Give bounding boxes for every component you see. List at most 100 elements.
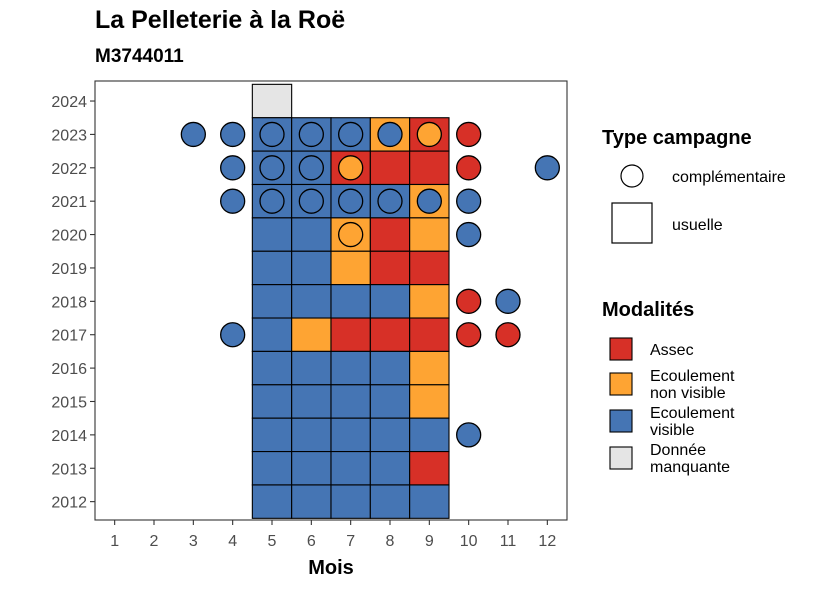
x-tick-label-8: 8 bbox=[386, 533, 395, 550]
point-2023-8-ecoulement-visible bbox=[377, 121, 403, 148]
point-2023-3-ecoulement-visible bbox=[180, 121, 206, 148]
y-axis: 2012 2013 2014 2015 2016 2017 2018 2019 2020 2021… bbox=[51, 94, 95, 512]
tile-2016-6-ecoulement-visible bbox=[291, 350, 332, 386]
legend-label-assec: Assec bbox=[650, 342, 694, 359]
plot-border bbox=[94, 80, 568, 521]
x-tick-label-1: 1 bbox=[110, 533, 119, 550]
tile-2014-7-ecoulement-visible bbox=[330, 417, 371, 453]
y-tick-label-2017: 2017 bbox=[51, 328, 87, 345]
chart-title: La Pelleterie à la Roë bbox=[95, 6, 346, 34]
tile-2018-8-ecoulement-visible bbox=[369, 284, 411, 319]
point-2023-9-ecoulement-non-visible bbox=[416, 121, 442, 148]
tile-2015-6-ecoulement-visible bbox=[291, 384, 332, 419]
tile-2014-8-ecoulement-visible bbox=[369, 417, 411, 453]
x-axis: 1 2 3 4 5 6 7 8 9 10 11 12 bbox=[110, 520, 556, 550]
tile-2016-7-ecoulement-visible bbox=[330, 350, 371, 386]
point-2022-10-assec bbox=[456, 155, 482, 181]
tile-2016-9-ecoulement-non-visible bbox=[409, 350, 450, 386]
tile-2013-7-ecoulement-visible bbox=[330, 451, 371, 486]
legend-title-type: Type campagne bbox=[602, 127, 752, 149]
y-tick-label-2013: 2013 bbox=[51, 461, 87, 478]
point-2018-11-ecoulement-visible bbox=[495, 288, 521, 314]
x-axis-title: Mois bbox=[308, 557, 354, 579]
tile-2012-9-ecoulement-visible bbox=[409, 484, 450, 519]
tile-2022-8-assec bbox=[369, 150, 411, 186]
chart-subtitle: M3744011 bbox=[95, 46, 184, 67]
tile-2012-6-ecoulement-visible bbox=[291, 484, 332, 519]
tile-2019-9-assec bbox=[409, 250, 450, 286]
legend-label-ecoulement-non-visible: Ecoulement non visible bbox=[650, 368, 735, 402]
tile-2016-5-ecoulement-visible bbox=[251, 350, 293, 386]
point-2017-10-assec bbox=[456, 322, 482, 348]
point-2017-11-assec bbox=[495, 322, 521, 348]
point-2023-4-ecoulement-visible bbox=[220, 121, 246, 148]
usuelle-tiles bbox=[251, 83, 450, 519]
tile-2020-9-ecoulement-non-visible bbox=[409, 217, 450, 252]
legend-key-assec bbox=[609, 337, 633, 361]
point-2023-5-ecoulement-visible bbox=[259, 121, 285, 148]
point-2020-10-ecoulement-visible bbox=[456, 221, 482, 248]
tile-2017-5-ecoulement-visible bbox=[251, 317, 293, 352]
tile-2017-8-assec bbox=[369, 317, 411, 352]
x-tick-label-9: 9 bbox=[425, 533, 434, 550]
point-2017-4-ecoulement-visible bbox=[220, 322, 246, 348]
tile-2017-7-assec bbox=[330, 317, 371, 352]
tile-2019-7-ecoulement-non-visible bbox=[330, 250, 371, 286]
y-tick-label-2019: 2019 bbox=[51, 261, 87, 278]
point-2023-7-ecoulement-visible bbox=[338, 121, 364, 148]
x-tick-label-7: 7 bbox=[346, 533, 355, 550]
tile-2020-5-ecoulement-visible bbox=[251, 217, 293, 252]
tile-2015-5-ecoulement-visible bbox=[251, 384, 293, 419]
y-tick-label-2023: 2023 bbox=[51, 127, 87, 144]
legend-label-line: Donnée bbox=[650, 442, 706, 459]
legend-key-donnee-manquante bbox=[609, 446, 633, 470]
y-tick-label-2021: 2021 bbox=[51, 194, 87, 211]
legend-label-line: non visible bbox=[650, 385, 726, 402]
tile-2018-9-ecoulement-non-visible bbox=[409, 284, 450, 319]
legend-key-ecoulement-visible bbox=[609, 409, 633, 433]
y-tick-label-2022: 2022 bbox=[51, 161, 87, 178]
tile-2020-6-ecoulement-visible bbox=[291, 217, 332, 252]
point-2022-6-ecoulement-visible bbox=[298, 155, 324, 181]
legend-label-usuelle: usuelle bbox=[672, 217, 723, 234]
point-2021-4-ecoulement-visible bbox=[220, 188, 246, 214]
y-tick-label-2024: 2024 bbox=[51, 94, 87, 111]
tile-2024-5-donnee-manquante bbox=[251, 83, 293, 119]
y-tick-label-2015: 2015 bbox=[51, 394, 87, 411]
x-tick-label-10: 10 bbox=[460, 533, 478, 550]
legend-label-line: Ecoulement bbox=[650, 368, 735, 385]
tile-2014-5-ecoulement-visible bbox=[251, 417, 293, 453]
point-2018-10-assec bbox=[456, 288, 482, 314]
point-2022-4-ecoulement-visible bbox=[220, 155, 246, 181]
y-tick-label-2020: 2020 bbox=[51, 228, 87, 245]
legend-key-complementaire bbox=[620, 164, 644, 188]
legend-label-line: visible bbox=[650, 422, 695, 439]
legend-key-ecoulement-non-visible bbox=[609, 372, 633, 396]
y-tick-label-2018: 2018 bbox=[51, 294, 87, 311]
tile-2013-8-ecoulement-visible bbox=[369, 451, 411, 486]
x-tick-label-5: 5 bbox=[268, 533, 277, 550]
tile-2015-7-ecoulement-visible bbox=[330, 384, 371, 419]
point-2023-6-ecoulement-visible bbox=[298, 121, 324, 148]
y-tick-label-2012: 2012 bbox=[51, 495, 87, 512]
tile-2012-5-ecoulement-visible bbox=[251, 484, 293, 519]
point-2022-5-ecoulement-visible bbox=[259, 155, 285, 181]
tile-2012-8-ecoulement-visible bbox=[369, 484, 411, 519]
tile-2012-7-ecoulement-visible bbox=[330, 484, 371, 519]
tile-2019-5-ecoulement-visible bbox=[251, 250, 293, 286]
legend-label-donnee-manquante: Donnée manquante bbox=[650, 442, 730, 476]
x-tick-label-2: 2 bbox=[150, 533, 159, 550]
tile-2020-8-assec bbox=[369, 217, 411, 252]
legend: Type campagne complémentaire usuelle Modali… bbox=[602, 127, 786, 476]
legend-label-line: manquante bbox=[650, 459, 730, 476]
x-tick-label-4: 4 bbox=[228, 533, 237, 550]
legend-key-usuelle bbox=[611, 202, 653, 244]
point-2022-7-ecoulement-non-visible bbox=[338, 155, 364, 181]
point-2023-10-assec bbox=[456, 121, 482, 148]
tile-2014-6-ecoulement-visible bbox=[291, 417, 332, 453]
tile-2017-6-ecoulement-non-visible bbox=[291, 317, 332, 352]
point-2014-10-ecoulement-visible bbox=[456, 422, 482, 448]
tile-2013-9-assec bbox=[409, 451, 450, 486]
y-tick-label-2016: 2016 bbox=[51, 361, 87, 378]
